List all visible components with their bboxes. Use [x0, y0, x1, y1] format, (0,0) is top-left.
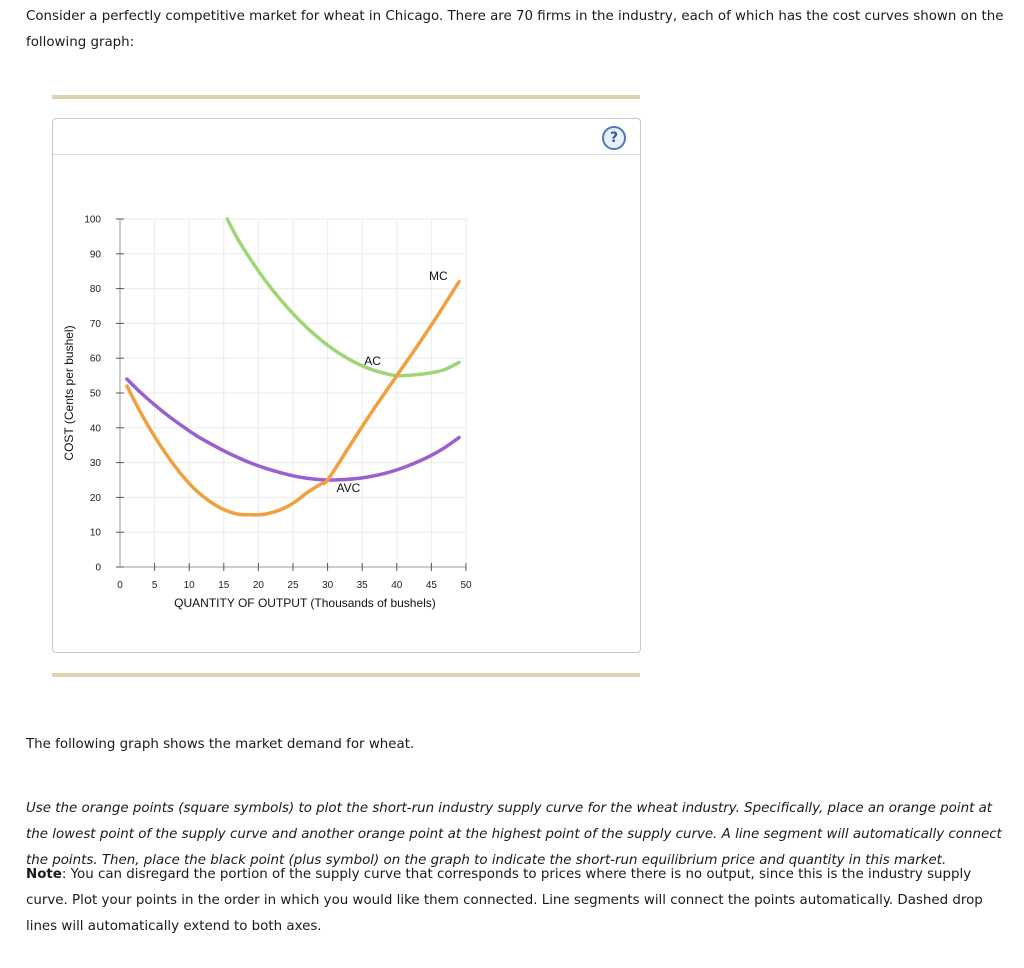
chart-axes: 0 10 20 30 40 50 60 70 80 90 100 0 5 10 15 20 25 30 35 40 45…: [84, 215, 472, 592]
x-tick-label-35: 35: [357, 580, 369, 591]
y-tick-label-40: 40: [90, 423, 102, 434]
y-tick-label-20: 20: [90, 493, 102, 504]
y-tick-label-70: 70: [90, 319, 102, 330]
note-label: Note: [26, 867, 62, 882]
demand-intro-text: The following graph shows the market dem…: [26, 737, 415, 752]
help-icon[interactable]: ?: [602, 126, 626, 150]
x-tick-label-25: 25: [287, 580, 299, 591]
curve-label-ac: AC: [364, 354, 381, 368]
y-tick-label-60: 60: [90, 354, 102, 365]
curve-label-avc: AVC: [336, 481, 360, 495]
chart-labels: AC AVC MC: [336, 269, 448, 495]
instructions-text: Use the orange points (square symbols) t…: [26, 801, 1002, 868]
y-tick-label-30: 30: [90, 458, 102, 469]
cost-curves-chart: 0 10 20 30 40 50 60 70 80 90 100 0 5 10 15 20 25 30 35 40 45…: [62, 215, 472, 611]
x-tick-label-45: 45: [426, 580, 438, 591]
x-tick-label-30: 30: [322, 580, 334, 591]
y-tick-label-10: 10: [90, 528, 102, 539]
chart-grid: [119, 218, 467, 568]
y-tick-label-80: 80: [90, 284, 102, 295]
x-tick-label-5: 5: [152, 580, 158, 591]
x-tick-label-15: 15: [218, 580, 230, 591]
x-tick-label-50: 50: [460, 580, 472, 591]
panel-header-divider: [53, 154, 640, 155]
curve-avc: [125, 377, 461, 482]
bottom-divider: [52, 673, 640, 677]
y-tick-label-90: 90: [90, 249, 102, 260]
y-tick-label-50: 50: [90, 389, 102, 400]
x-tick-label-20: 20: [253, 580, 265, 591]
y-tick-label-0: 0: [95, 563, 101, 574]
top-divider: [52, 95, 640, 99]
intro-text: Consider a perfectly competitive market …: [26, 9, 1004, 50]
y-axis-label: COST (Cents per bushel): [62, 325, 76, 460]
note-text: : You can disregard the portion of the s…: [26, 867, 983, 934]
y-tick-label-100: 100: [84, 215, 101, 226]
x-tick-label-10: 10: [184, 580, 196, 591]
curve-label-mc: MC: [429, 269, 448, 283]
x-tick-label-40: 40: [391, 580, 403, 591]
curve-mc: [125, 279, 461, 517]
graph-panel: ? 0 10 20 30 40 50 60 70 80 90 100 0 5 10 15 20 25 30 35 40…: [52, 118, 641, 653]
x-tick-label-0: 0: [117, 580, 123, 591]
note-paragraph: Note: You can disregard the portion of t…: [26, 862, 1006, 940]
curve-ac: [225, 217, 461, 378]
chart-curves: [125, 217, 461, 517]
x-axis-label: QUANTITY OF OUTPUT (Thousands of bushels…: [174, 596, 436, 610]
